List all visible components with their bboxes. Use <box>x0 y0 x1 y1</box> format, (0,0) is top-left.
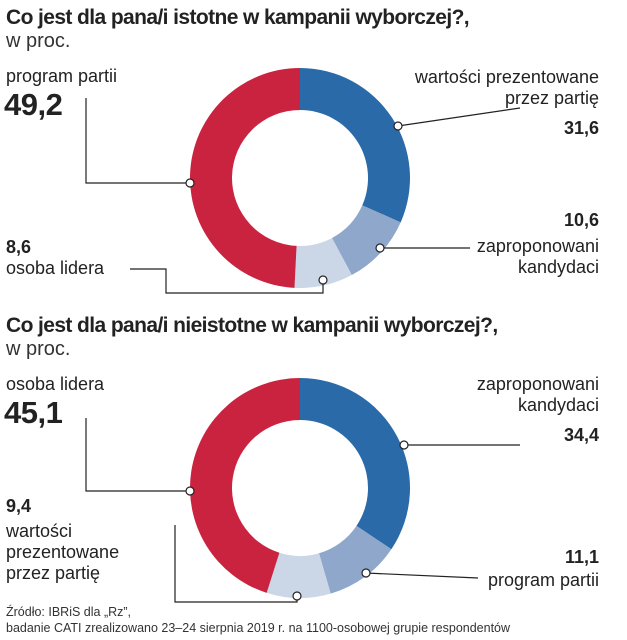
value-kandydaci-1: 10,6 <box>563 210 599 230</box>
leader-program-partii-2 <box>365 572 479 579</box>
source-line-2: badanie CATI zrealizowano 23–24 sierpnia… <box>6 621 511 635</box>
leader-dot <box>185 178 195 188</box>
leader-dot <box>361 568 371 578</box>
donut-slice-1-1 <box>332 205 401 276</box>
donut-slice-2-2 <box>266 552 331 598</box>
leader-dot <box>318 275 328 285</box>
leader-dot <box>375 243 385 253</box>
donut-slice-2-3 <box>190 377 300 593</box>
leader-osoba-lidera-1 <box>130 268 324 294</box>
donut-slice-2-1 <box>318 525 392 594</box>
donut-slice-1-3 <box>190 68 300 288</box>
leader-dots-2 <box>185 440 409 601</box>
label-program-partii-1: program partii <box>6 66 118 86</box>
leader-lines-1 <box>85 98 521 294</box>
chart2-subtitle: w proc. <box>6 338 71 360</box>
donut-slice-1-2 <box>294 237 352 288</box>
value-program-partii-1: 49,2 <box>4 87 63 122</box>
source-line-1: Źródło: IBRiS dla „Rz”, <box>6 605 132 619</box>
leader-program-partii-1 <box>85 98 190 184</box>
label-osoba-lidera-1: osoba lidera <box>6 258 105 278</box>
value-wartosci-2: 9,4 <box>6 496 32 516</box>
chart1-title: Co jest dla pana/i istotne w kampanii wy… <box>6 6 470 29</box>
label-program-partii-2: program partii <box>487 570 599 590</box>
leader-dot <box>399 440 409 450</box>
value-program-partii-2: 11,1 <box>564 547 599 567</box>
chart2-title: Co jest dla pana/i nieistotne w kampanii… <box>6 314 498 337</box>
label-wartosci-1: wartości prezentowane przez partię <box>414 67 599 108</box>
donut-slice-1-0 <box>300 68 411 223</box>
leader-dot <box>185 486 195 496</box>
leader-wartosci-1 <box>397 107 521 127</box>
label-kandydaci-2: zaproponowani kandydaci <box>476 374 599 415</box>
leader-dot <box>393 121 403 131</box>
donut-chart-2 <box>190 377 411 598</box>
value-kandydaci-2: 34,4 <box>563 425 599 445</box>
label-wartosci-2: wartości prezentowane przez partię <box>6 521 120 583</box>
donut-chart-1 <box>190 68 411 288</box>
leader-osoba-lidera-2 <box>85 418 190 492</box>
label-osoba-lidera-2: osoba lidera <box>6 374 105 394</box>
value-osoba-lidera-2: 45,1 <box>4 395 63 430</box>
source-note: Źródło: IBRiS dla „Rz”, badanie CATI zre… <box>6 604 510 636</box>
label-kandydaci-1: zaproponowani kandydaci <box>476 236 599 277</box>
leader-dots-1 <box>185 121 403 285</box>
donut-slice-2-0 <box>300 378 411 550</box>
leader-dot <box>292 591 302 601</box>
chart1-subtitle: w proc. <box>6 30 71 52</box>
value-wartosci-1: 31,6 <box>563 118 599 138</box>
value-osoba-lidera-1: 8,6 <box>6 237 32 257</box>
